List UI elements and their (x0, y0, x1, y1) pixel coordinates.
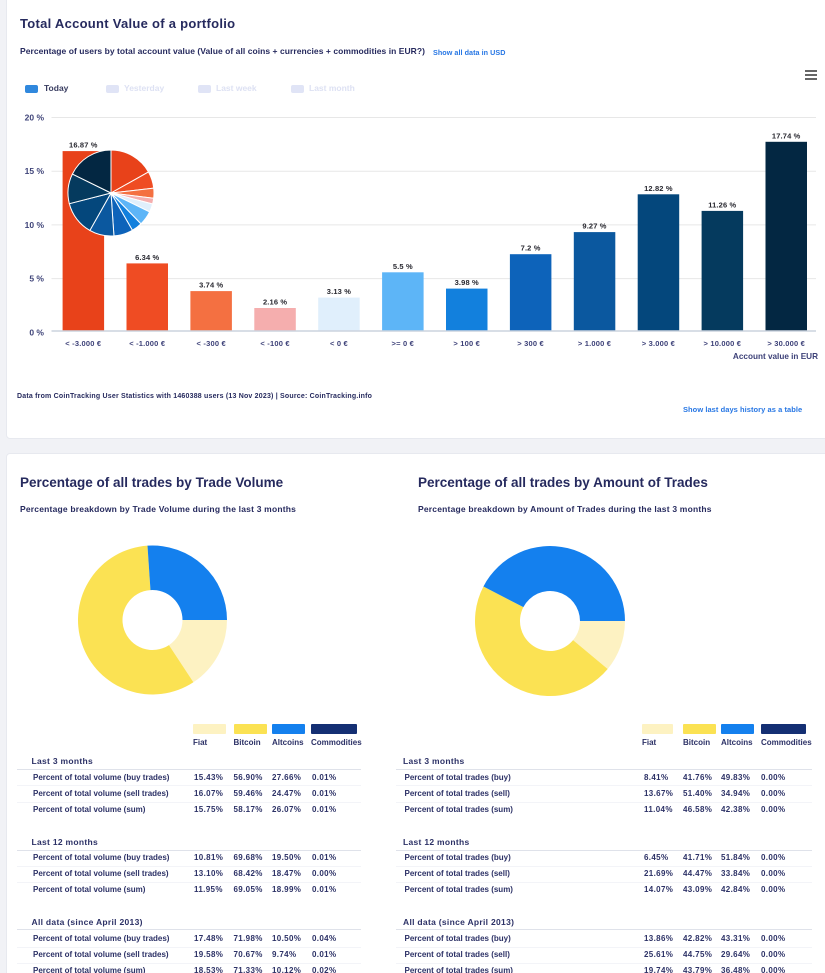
svg-text:> 30.000 €: > 30.000 € (767, 339, 805, 348)
svg-text:15 %: 15 % (25, 166, 45, 176)
svg-text:> 100 €: > 100 € (453, 339, 480, 348)
svg-text:5.5 %: 5.5 % (393, 262, 413, 271)
svg-text:3.13 %: 3.13 % (327, 287, 351, 296)
svg-text:< 0 €: < 0 € (330, 339, 349, 348)
svg-text:12.82 %: 12.82 % (644, 184, 673, 193)
svg-text:5 %: 5 % (29, 274, 44, 284)
svg-text:20 %: 20 % (25, 113, 45, 123)
svg-text:< -100 €: < -100 € (260, 339, 290, 348)
svg-text:17.74 %: 17.74 % (772, 131, 801, 140)
svg-text:16.87 %: 16.87 % (69, 141, 98, 150)
svg-text:> 10.000 €: > 10.000 € (703, 339, 741, 348)
svg-text:> 1.000 €: > 1.000 € (578, 339, 612, 348)
svg-text:3.74 %: 3.74 % (199, 281, 223, 290)
svg-text:< -3.000 €: < -3.000 € (65, 339, 102, 348)
svg-text:11.26 %: 11.26 % (708, 200, 736, 209)
svg-text:0 %: 0 % (29, 327, 44, 337)
svg-text:< -1.000 €: < -1.000 € (129, 339, 166, 348)
svg-text:7.2 %: 7.2 % (521, 244, 541, 253)
svg-text:3.98 %: 3.98 % (455, 278, 479, 287)
svg-text:2.16 %: 2.16 % (263, 298, 287, 307)
svg-text:6.34 %: 6.34 % (135, 253, 159, 262)
svg-text:>= 0 €: >= 0 € (392, 339, 415, 348)
svg-text:> 3.000 €: > 3.000 € (642, 339, 676, 348)
svg-text:10 %: 10 % (25, 220, 45, 230)
svg-text:< -300 €: < -300 € (197, 339, 227, 348)
svg-text:9.27 %: 9.27 % (582, 222, 606, 231)
svg-text:> 300 €: > 300 € (517, 339, 544, 348)
